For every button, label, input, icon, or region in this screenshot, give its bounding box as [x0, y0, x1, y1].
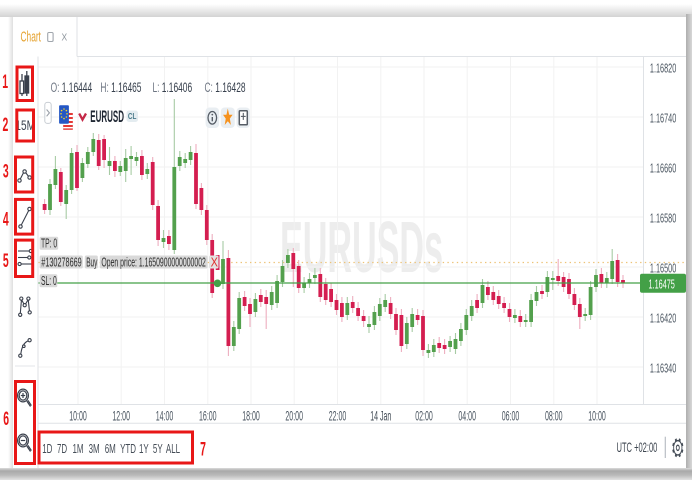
svg-text:TP: 0: TP: 0: [41, 237, 57, 251]
svg-text:H: 1.16465: H: 1.16465: [100, 81, 141, 96]
svg-text:1.16420: 1.16420: [650, 312, 676, 327]
svg-text:X: X: [211, 254, 218, 269]
svg-text:16:00: 16:00: [199, 409, 217, 424]
svg-text:5Y: 5Y: [153, 442, 163, 457]
svg-text:O: 1.16444: O: 1.16444: [51, 81, 93, 96]
svg-text:5: 5: [3, 251, 9, 272]
svg-text:3M: 3M: [89, 442, 100, 457]
svg-text:1.16580: 1.16580: [650, 212, 676, 227]
svg-text:1D: 1D: [42, 442, 52, 457]
svg-text:10:00: 10:00: [588, 409, 606, 424]
svg-text:Buy: Buy: [86, 256, 98, 270]
svg-text:EURUSD: EURUSD: [90, 107, 124, 126]
svg-text:2: 2: [2, 115, 8, 136]
svg-text:#130278669: #130278669: [41, 255, 82, 270]
svg-text:CL: CL: [128, 111, 137, 121]
svg-text:1.16340: 1.16340: [650, 362, 676, 377]
svg-text:15M: 15M: [15, 118, 35, 134]
svg-text:20:00: 20:00: [285, 409, 303, 424]
svg-text:EURUSDs: EURUSDs: [280, 207, 443, 288]
svg-text:18:00: 18:00: [242, 409, 260, 424]
svg-text:4: 4: [3, 209, 9, 230]
svg-text:04:00: 04:00: [458, 409, 476, 424]
svg-text:UTC +02:00: UTC +02:00: [617, 441, 658, 456]
svg-text:SL: 0: SL: 0: [41, 275, 57, 289]
svg-text:7: 7: [200, 439, 206, 460]
svg-text:1.16740: 1.16740: [650, 112, 676, 127]
svg-text:22:00: 22:00: [329, 409, 347, 424]
svg-text:3: 3: [3, 161, 9, 182]
svg-text:X: X: [62, 32, 68, 43]
svg-text:YTD: YTD: [120, 442, 136, 457]
svg-text:10:00: 10:00: [69, 409, 87, 424]
svg-text:06:00: 06:00: [502, 409, 520, 424]
svg-text:L: 1.16406: L: 1.16406: [152, 81, 192, 96]
svg-text:6: 6: [3, 409, 9, 430]
svg-text:1.16475: 1.16475: [649, 277, 675, 292]
svg-text:1Y: 1Y: [139, 442, 149, 457]
svg-text:1.16500: 1.16500: [650, 262, 676, 277]
svg-text:1.16660: 1.16660: [650, 162, 676, 177]
svg-text:7D: 7D: [57, 442, 67, 457]
svg-text:C: 1.16428: C: 1.16428: [204, 81, 245, 96]
svg-text:ALL: ALL: [166, 442, 180, 457]
svg-text:08:00: 08:00: [545, 409, 563, 424]
svg-text:Open price: 1.1650900000000002: Open price: 1.1650900000000002: [101, 256, 206, 270]
svg-text:12:00: 12:00: [112, 409, 130, 424]
svg-text:14 Jan: 14 Jan: [370, 409, 391, 424]
svg-text:1.16820: 1.16820: [650, 62, 676, 77]
svg-text:1: 1: [2, 72, 8, 93]
svg-text:6M: 6M: [105, 442, 116, 457]
svg-text:1M: 1M: [73, 442, 84, 457]
svg-text:02:00: 02:00: [415, 409, 433, 424]
svg-text:14:00: 14:00: [156, 409, 174, 424]
svg-text:Chart: Chart: [21, 29, 42, 45]
